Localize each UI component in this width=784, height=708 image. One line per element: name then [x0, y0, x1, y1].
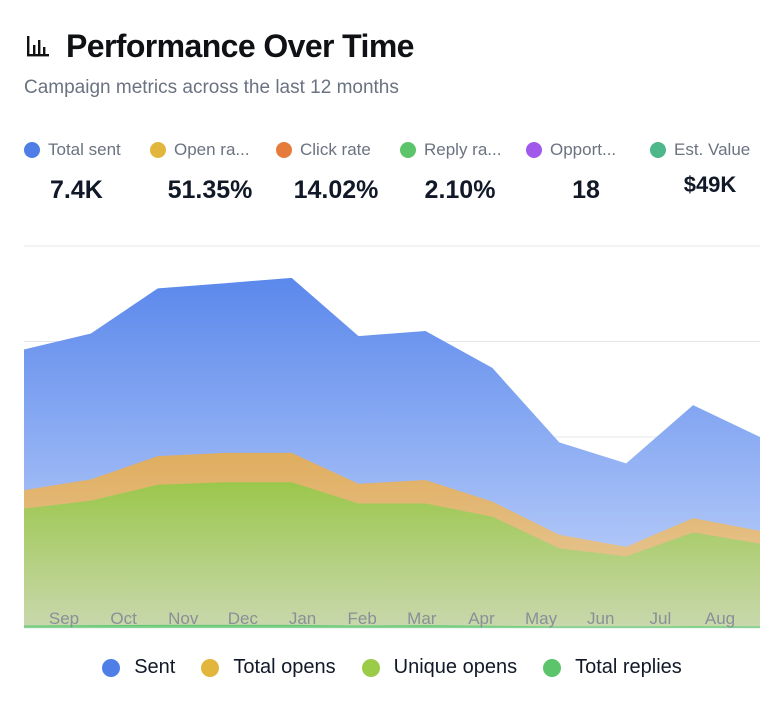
metric-dot: [650, 142, 666, 158]
x-tick-label: Jan: [289, 609, 316, 628]
metric-value: $49K: [683, 172, 737, 197]
metric-dot: [276, 142, 292, 158]
metric-label: Opport...: [550, 140, 617, 159]
metric-click-rate: Click rate 14.02%: [276, 138, 396, 205]
x-tick-label: Aug: [705, 609, 735, 628]
page-title: Performance Over Time: [66, 28, 414, 64]
metric-value: 14.02%: [293, 176, 379, 204]
legend-label: Unique opens: [393, 656, 518, 678]
metric-total-sent: Total sent 7.4K: [24, 138, 144, 205]
x-tick-label: Jun: [587, 609, 614, 628]
page-subtitle: Campaign metrics across the last 12 mont…: [24, 77, 399, 98]
x-tick-label: Nov: [168, 609, 199, 628]
legend-item-unique-opens[interactable]: Unique opens: [361, 656, 518, 679]
metric-reply-rate: Reply ra... 2.10%: [400, 138, 520, 205]
legend-item-sent[interactable]: Sent: [102, 656, 175, 679]
metric-value: 51.35%: [167, 176, 253, 204]
metrics-row: Total sent 7.4K Open ra... 51.35% Click …: [24, 138, 764, 208]
area-series: [24, 277, 760, 628]
area-chart: Sep Oct Nov Dec Jan Feb Mar Apr May Jun Jul Aug: [24, 245, 760, 629]
metric-dot: [400, 142, 416, 158]
legend-dot: [201, 658, 220, 677]
x-tick-label: Jul: [649, 609, 671, 628]
legend-label: Total opens: [233, 656, 336, 678]
metric-opportunities: Opport... 18: [526, 138, 646, 205]
metric-label: Reply ra...: [424, 140, 502, 159]
chart-header: Performance Over Time: [24, 26, 414, 66]
metric-value: 7.4K: [50, 176, 103, 204]
legend-dot: [361, 658, 380, 677]
metric-dot: [150, 142, 166, 158]
metric-label: Click rate: [300, 140, 371, 159]
bar-chart-icon: [27, 36, 49, 57]
legend-label: Sent: [134, 656, 176, 678]
x-axis-labels: Sep Oct Nov Dec Jan Feb Mar Apr May Jun Jul Aug: [49, 609, 735, 628]
metric-value: 18: [572, 176, 600, 204]
legend-dot: [543, 658, 562, 677]
metric-dot: [526, 142, 542, 158]
area-unique-opens: [24, 482, 760, 628]
x-tick-label: Apr: [468, 609, 495, 628]
area-total-replies: [24, 624, 760, 628]
metric-label: Est. Value: [674, 140, 751, 159]
legend-dot: [102, 658, 121, 677]
x-tick-label: Sep: [49, 609, 79, 628]
metric-open-rate: Open ra... 51.35%: [150, 138, 270, 205]
metric-est-value: Est. Value $49K: [650, 138, 770, 198]
metric-label: Open ra...: [174, 140, 250, 159]
x-tick-label: May: [525, 609, 558, 628]
legend-item-total-opens[interactable]: Total opens: [201, 656, 336, 679]
metric-value: 2.10%: [424, 176, 496, 204]
metric-label: Total sent: [48, 140, 121, 159]
legend-label: Total replies: [575, 656, 682, 678]
x-tick-label: Dec: [228, 609, 259, 628]
legend-item-total-replies[interactable]: Total replies: [543, 656, 682, 679]
x-tick-label: Feb: [348, 609, 377, 628]
chart-legend: Sent Total opens Unique opens Total repl…: [0, 656, 784, 679]
metric-dot: [24, 142, 40, 158]
x-tick-label: Mar: [407, 609, 437, 628]
x-tick-label: Oct: [110, 609, 137, 628]
